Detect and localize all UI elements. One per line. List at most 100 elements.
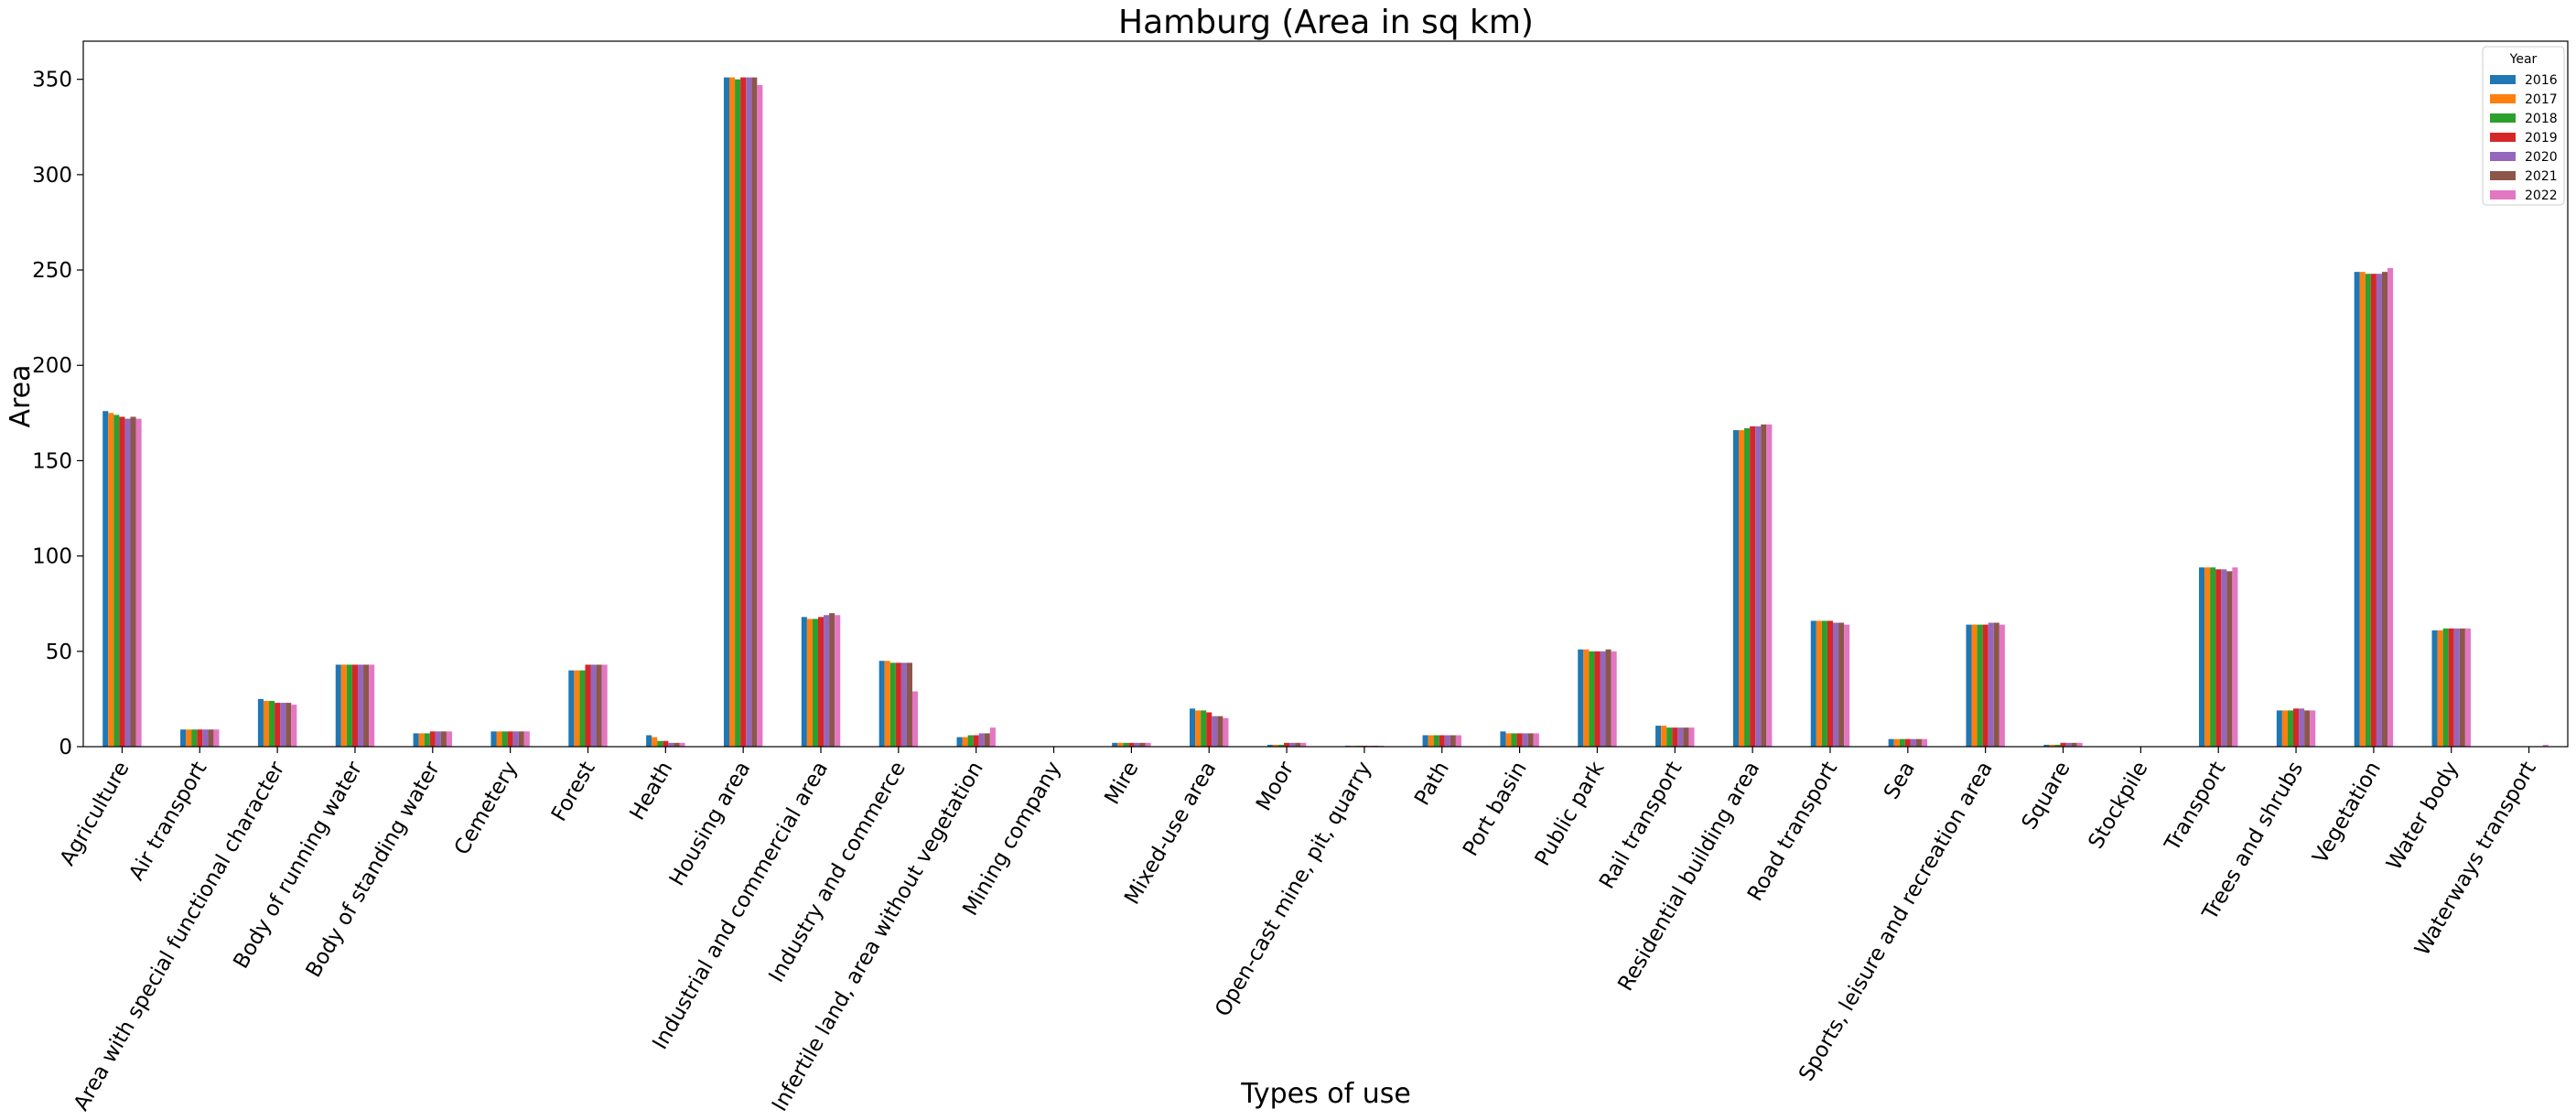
x-tick-label: Public park <box>1531 757 1610 869</box>
bar-2020-21 <box>1755 425 1762 747</box>
bar-2017-10 <box>884 661 890 747</box>
y-tick-label: 200 <box>32 354 72 378</box>
x-tick-label: Sports, leisure and recreation area <box>1795 758 1998 1085</box>
bar-2022-21 <box>1766 424 1773 747</box>
bar-2019-19 <box>1594 651 1601 747</box>
bar-2019-0 <box>119 416 125 747</box>
bar-2017-23 <box>1893 738 1900 747</box>
bar-2019-22 <box>1827 620 1834 747</box>
bar-2020-13 <box>1134 742 1140 747</box>
chart-title: Hamburg (Area in sq km) <box>1118 4 1534 41</box>
legend-label: 2019 <box>2525 131 2558 145</box>
bar-2021-29 <box>2381 272 2388 748</box>
bar-2021-27 <box>2226 571 2233 747</box>
bar-2016-11 <box>956 737 963 747</box>
x-tick-label: Air transport <box>124 758 211 885</box>
bar-2016-6 <box>568 670 575 747</box>
bar-2022-6 <box>601 664 608 747</box>
bar-2021-20 <box>1683 727 1689 747</box>
bar-2022-15 <box>1300 742 1307 747</box>
y-tick-label: 300 <box>32 164 72 188</box>
bar-2020-4 <box>435 731 441 747</box>
bar-2021-7 <box>674 742 680 747</box>
bar-2020-19 <box>1600 651 1606 747</box>
y-tick-label: 150 <box>32 449 72 473</box>
legend: Year 2016 2017 2018 2019 2020 2021 2022 <box>2482 46 2565 206</box>
bar-2018-2 <box>269 700 275 747</box>
bar-2016-4 <box>413 733 419 747</box>
bar-2019-17 <box>1439 735 1445 747</box>
bar-2021-25 <box>2071 742 2077 747</box>
bar-2017-25 <box>2049 744 2055 747</box>
bar-2020-10 <box>900 662 907 747</box>
bar-2018-28 <box>2287 710 2294 747</box>
bar-2017-29 <box>2359 272 2366 748</box>
bar-2022-9 <box>835 615 841 747</box>
bar-2016-30 <box>2431 630 2438 747</box>
bar-2021-28 <box>2304 710 2311 747</box>
bar-2021-19 <box>1605 649 1611 747</box>
bar-2017-19 <box>1583 649 1590 747</box>
bar-2016-25 <box>2043 744 2050 747</box>
bar-2020-2 <box>280 703 286 747</box>
y-tick-label: 50 <box>46 641 72 664</box>
y-tick-label: 0 <box>59 736 72 759</box>
bar-2019-6 <box>585 664 591 747</box>
bar-2021-5 <box>518 731 524 747</box>
bar-2016-1 <box>180 729 187 747</box>
bar-2018-8 <box>735 79 741 748</box>
bar-2022-28 <box>2310 710 2316 747</box>
bar-2020-11 <box>978 733 985 747</box>
bar-2019-7 <box>663 740 669 747</box>
bar-2018-15 <box>1277 744 1285 747</box>
bar-2017-24 <box>1971 624 1978 747</box>
bar-2016-7 <box>646 735 652 747</box>
bar-2017-21 <box>1738 430 1745 747</box>
bar-2020-20 <box>1677 727 1684 747</box>
bar-2021-10 <box>906 662 913 747</box>
y-tick-label: 250 <box>32 259 72 283</box>
x-tick-label: Cemetery <box>450 758 523 859</box>
bar-2016-13 <box>1112 742 1118 747</box>
bar-2017-11 <box>962 737 968 747</box>
x-tick-label: Agriculture <box>56 758 135 870</box>
legend-box <box>2482 46 2565 206</box>
x-tick-label: Open-cast mine, pit, quarry <box>1211 758 1376 1020</box>
bar-2018-25 <box>2054 744 2061 747</box>
bar-2017-8 <box>729 77 736 747</box>
bar-2022-23 <box>1921 738 1928 747</box>
bar-2020-25 <box>2065 742 2072 747</box>
bar-2018-3 <box>346 664 352 747</box>
bar-2016-27 <box>2198 567 2205 747</box>
bar-2020-24 <box>1988 622 1994 747</box>
bar-2017-22 <box>1816 620 1822 747</box>
bar-2020-17 <box>1444 735 1450 747</box>
bar-2020-30 <box>2453 628 2460 747</box>
bar-2022-24 <box>1999 624 2005 747</box>
bar-2020-23 <box>1910 738 1916 747</box>
bar-2017-1 <box>186 729 192 747</box>
x-tick-label: Heath <box>625 758 677 824</box>
bar-2018-4 <box>424 733 430 747</box>
bar-2016-19 <box>1578 649 1584 747</box>
bar-2019-23 <box>1904 738 1911 747</box>
bar-2020-5 <box>512 731 519 747</box>
bar-2020-7 <box>668 742 674 747</box>
x-tick-label: Forest <box>547 758 600 825</box>
bar-2022-14 <box>1223 717 1229 747</box>
x-tick-label: Mire <box>1100 758 1143 809</box>
legend-label: 2020 <box>2525 150 2558 165</box>
bar-2022-20 <box>1688 727 1695 747</box>
bar-2021-18 <box>1527 733 1534 747</box>
bar-2018-21 <box>1744 428 1751 747</box>
bar-2022-0 <box>135 418 142 747</box>
bar-2016-29 <box>2354 272 2360 748</box>
legend-label: 2016 <box>2525 73 2558 88</box>
bar-2016-8 <box>723 77 730 747</box>
bar-2021-17 <box>1450 735 1456 747</box>
bar-2022-10 <box>912 691 919 747</box>
bar-2018-11 <box>967 735 974 747</box>
x-tick-label: Body of standing water <box>302 758 446 982</box>
